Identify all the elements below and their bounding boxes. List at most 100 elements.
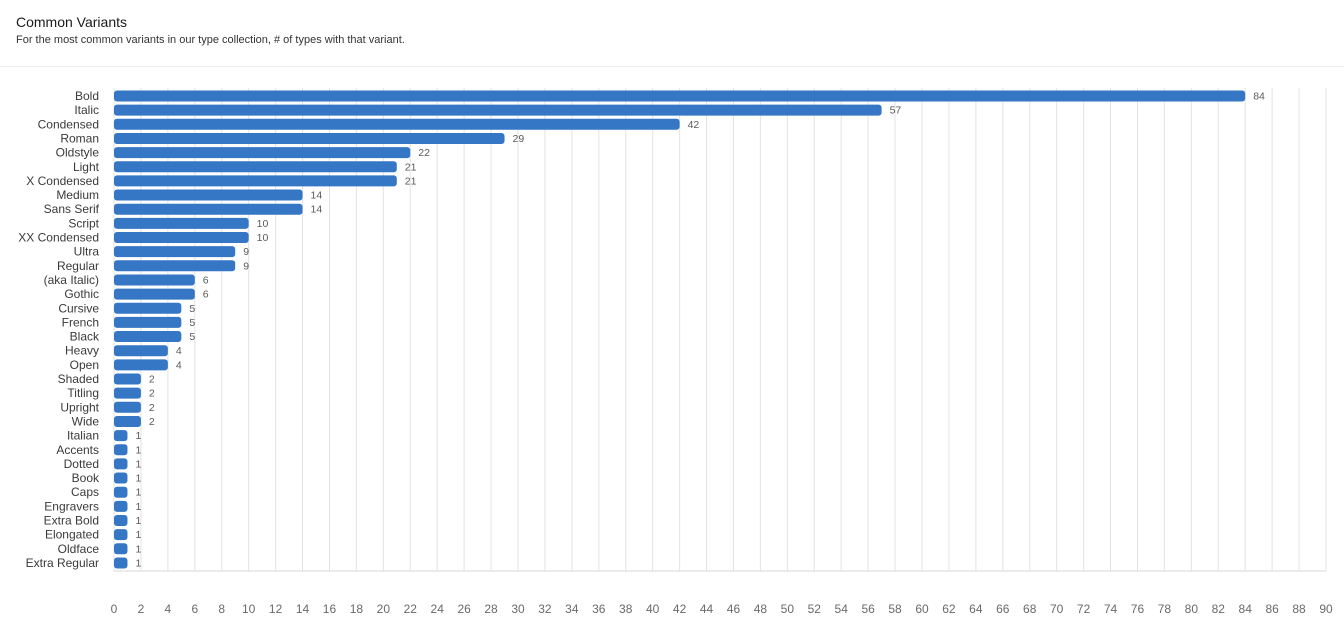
bar (114, 288, 195, 300)
bar (114, 246, 236, 258)
x-tick-label: 8 (218, 602, 225, 616)
x-tick-label: 52 (808, 602, 822, 616)
x-tick-label: 90 (1319, 602, 1333, 616)
value-label: 29 (513, 133, 525, 145)
x-tick-label: 56 (861, 602, 875, 616)
bar (114, 557, 128, 569)
category-label: Oldface (58, 542, 100, 556)
category-label: Regular (57, 259, 99, 273)
x-tick-label: 10 (242, 602, 256, 616)
bar (114, 359, 168, 371)
value-label: 4 (176, 359, 182, 371)
x-tick-label: 82 (1212, 602, 1226, 616)
bar (114, 430, 128, 442)
value-label: 14 (311, 190, 323, 202)
value-label: 6 (203, 274, 209, 286)
x-tick-label: 14 (296, 602, 310, 616)
x-tick-label: 32 (538, 602, 552, 616)
value-label: 14 (311, 204, 323, 216)
x-tick-label: 86 (1265, 602, 1279, 616)
value-label: 9 (243, 246, 249, 258)
bar (114, 415, 141, 427)
chart-header: Common Variants For the most common vari… (16, 14, 405, 47)
x-tick-label: 46 (727, 602, 741, 616)
x-tick-label: 70 (1050, 602, 1064, 616)
bar (114, 90, 1246, 102)
category-label: Italian (67, 429, 99, 443)
value-label: 9 (243, 260, 249, 272)
value-label: 21 (405, 161, 417, 173)
x-tick-label: 78 (1158, 602, 1172, 616)
category-label: Shaded (58, 372, 99, 386)
bar (114, 147, 411, 159)
bar (114, 472, 128, 484)
bar (114, 345, 168, 357)
value-label: 2 (149, 388, 155, 400)
category-label: Sans Serif (44, 202, 100, 216)
category-label: Wide (72, 414, 100, 428)
x-tick-label: 28 (484, 602, 498, 616)
value-label: 22 (418, 147, 430, 159)
category-label: Italic (74, 103, 99, 117)
bar (114, 486, 128, 498)
value-label: 1 (135, 543, 141, 555)
bar (114, 203, 303, 215)
category-label: Heavy (65, 344, 99, 358)
value-label: 4 (176, 345, 182, 357)
value-label: 2 (149, 374, 155, 386)
value-label: 1 (135, 557, 141, 569)
x-tick-label: 50 (781, 602, 795, 616)
chart-subtitle: For the most common variants in our type… (16, 34, 405, 46)
x-tick-label: 12 (269, 602, 283, 616)
x-tick-label: 22 (404, 602, 418, 616)
x-tick-label: 42 (673, 602, 687, 616)
value-label: 57 (890, 105, 902, 117)
x-tick-label: 62 (942, 602, 956, 616)
value-label: 2 (149, 402, 155, 414)
x-tick-label: 34 (565, 602, 579, 616)
category-label: Open (70, 358, 99, 372)
bar (114, 175, 397, 187)
category-label: Cursive (58, 301, 99, 315)
category-label: Medium (56, 188, 99, 202)
value-label: 2 (149, 416, 155, 428)
category-label: Caps (71, 485, 99, 499)
category-label: Book (72, 471, 100, 485)
x-tick-label: 72 (1077, 602, 1091, 616)
x-tick-label: 36 (592, 602, 606, 616)
category-label: Upright (60, 400, 99, 414)
x-tick-label: 74 (1104, 602, 1118, 616)
x-tick-label: 60 (915, 602, 929, 616)
bar (114, 543, 128, 555)
bar (114, 373, 141, 385)
value-label: 1 (135, 487, 141, 499)
bar (114, 458, 128, 470)
x-tick-label: 6 (191, 602, 198, 616)
x-tick-label: 20 (377, 602, 391, 616)
bar-layer (114, 90, 1246, 569)
x-tick-label: 54 (835, 602, 849, 616)
x-tick-label: 68 (1023, 602, 1037, 616)
x-tick-label: 38 (619, 602, 633, 616)
header-divider (0, 66, 1344, 67)
category-label: French (62, 315, 99, 329)
x-tick-label: 44 (700, 602, 714, 616)
category-label: Condensed (38, 117, 99, 131)
value-label: 5 (189, 303, 195, 315)
value-label: 5 (189, 317, 195, 329)
value-label: 10 (257, 218, 269, 230)
category-label: X Condensed (26, 174, 99, 188)
x-tick-label: 80 (1185, 602, 1199, 616)
bar (114, 161, 397, 173)
value-label: 5 (189, 331, 195, 343)
value-label: 21 (405, 175, 417, 187)
x-tick-label: 48 (754, 602, 768, 616)
x-tick-label: 64 (969, 602, 983, 616)
bar (114, 132, 505, 144)
category-label: XX Condensed (18, 231, 99, 245)
x-tick-label: 30 (511, 602, 525, 616)
value-label: 1 (135, 430, 141, 442)
x-tick-label: 66 (996, 602, 1010, 616)
